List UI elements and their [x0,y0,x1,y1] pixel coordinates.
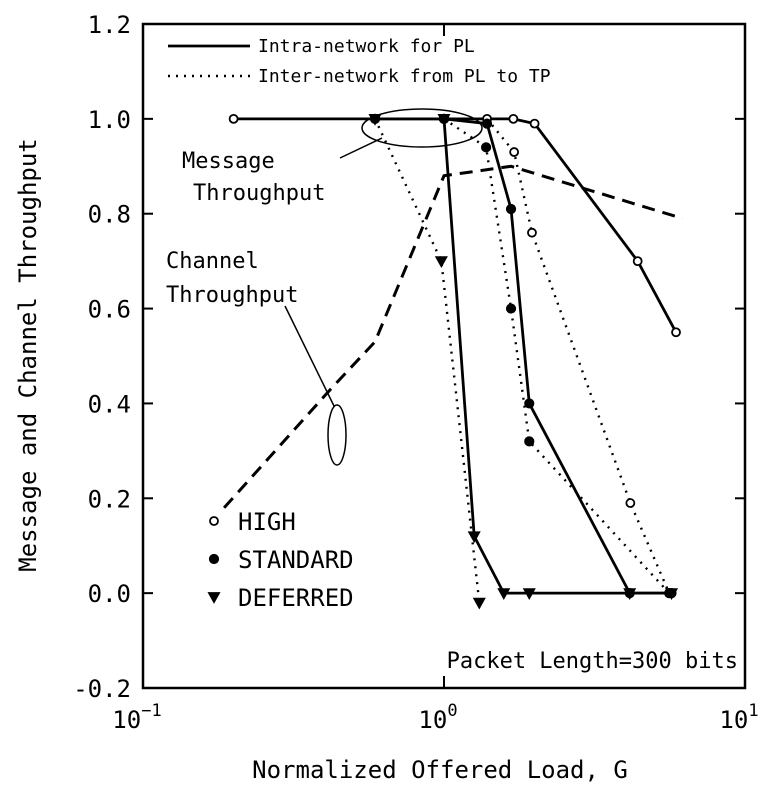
x-tick-label: 10−1 [112,701,161,734]
y-tick-label: 1.0 [88,106,131,134]
annotation: Throughput [166,283,298,308]
legend-label: Inter-network from PL to TP [258,66,551,87]
marker [625,498,636,508]
marker [524,398,535,409]
y-tick-label: -0.2 [73,675,131,703]
marker [368,113,382,126]
legend-marker [207,592,221,604]
series-line [233,117,678,333]
marker [481,118,493,129]
marker [434,256,448,268]
y-tick-label: 0.0 [88,580,131,608]
series-line [373,118,481,603]
x-tick-label: 101 [719,701,758,734]
tick-exponent: 0 [447,701,457,721]
legend-label: HIGH [238,508,296,536]
tick-base: 10 [719,706,748,734]
marker [524,436,535,447]
y-tick-label: 0.6 [88,296,131,324]
series-line [442,118,672,595]
marker [228,113,239,124]
x-tick-label: 100 [418,701,457,734]
series-line [486,118,671,594]
y-tick-label: 1.2 [88,11,131,39]
annotation: Channel [166,249,259,274]
legend-label: DEFERRED [238,584,354,612]
marker [508,113,519,124]
marker [664,588,679,600]
marker [529,118,540,129]
legend-marker [208,553,220,565]
marker [509,147,520,157]
series-line [223,164,683,509]
leader-line [284,305,335,407]
marker [481,142,492,153]
annotation: Packet Length=300 bits [447,649,738,674]
annotation: Throughput [193,181,325,206]
marker [527,227,537,238]
marker [467,531,481,544]
marker [505,303,517,314]
marker [472,597,486,610]
channel-ellipse [327,404,347,466]
tick-base: 10 [418,706,447,734]
legend-label: STANDARD [238,546,354,574]
legend-marker [209,516,219,526]
series-line [443,117,671,594]
marker [632,256,643,267]
y-tick-label: 0.8 [88,201,131,229]
marker [623,588,637,600]
tick-exponent: −1 [141,701,161,721]
leader-line [339,137,383,159]
marker [671,327,681,338]
x-axis-label: Normalized Offered Load, G [252,756,628,784]
marker [505,203,517,215]
message-ellipse [361,108,483,148]
marker [522,588,536,600]
y-tick-label: 0.2 [88,485,131,513]
legend-label: Intra-network for PL [258,36,475,57]
y-axis-label: Message and Channel Throughput [14,138,42,571]
tick-exponent: 1 [748,701,758,721]
marker [437,113,451,126]
marker [497,588,511,600]
y-tick-label: 0.4 [88,390,131,418]
annotation: Message [182,149,275,174]
tick-base: 10 [112,706,141,734]
